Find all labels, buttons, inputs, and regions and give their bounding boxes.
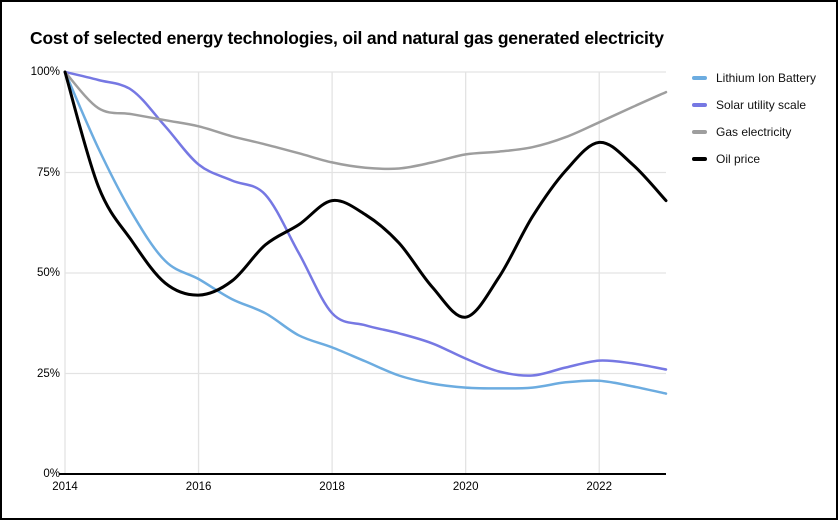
legend: Lithium Ion Battery Solar utility scale … bbox=[692, 64, 816, 172]
legend-swatch-gas bbox=[692, 129, 707, 134]
y-tick-label: 0% bbox=[43, 468, 60, 480]
y-tick-label: 25% bbox=[36, 367, 60, 380]
legend-item-gas: Gas electricity bbox=[692, 118, 816, 145]
x-tick-label: 2016 bbox=[185, 481, 212, 493]
x-tick-label: 2018 bbox=[319, 481, 345, 493]
chart-title: Cost of selected energy technologies, oi… bbox=[30, 28, 664, 48]
y-tick-label: 50% bbox=[36, 267, 60, 279]
y-tick-label: 100% bbox=[30, 66, 60, 78]
legend-swatch-lithium bbox=[692, 75, 707, 80]
legend-swatch-solar bbox=[692, 102, 707, 107]
legend-label: Gas electricity bbox=[716, 124, 792, 139]
legend-swatch-oil bbox=[692, 156, 707, 161]
legend-item-oil: Oil price bbox=[692, 145, 816, 172]
legend-item-lithium: Lithium Ion Battery bbox=[692, 64, 816, 91]
legend-label: Solar utility scale bbox=[716, 97, 807, 112]
x-tick-label: 2014 bbox=[52, 481, 78, 493]
x-tick-label: 2022 bbox=[586, 481, 612, 493]
x-tick-label: 2020 bbox=[452, 481, 479, 493]
legend-label: Oil price bbox=[716, 151, 761, 166]
legend-item-solar: Solar utility scale bbox=[692, 91, 816, 118]
y-tick-label: 75% bbox=[36, 166, 60, 179]
legend-label: Lithium Ion Battery bbox=[716, 70, 817, 85]
